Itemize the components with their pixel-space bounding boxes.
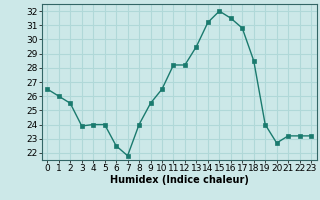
X-axis label: Humidex (Indice chaleur): Humidex (Indice chaleur) [110, 175, 249, 185]
